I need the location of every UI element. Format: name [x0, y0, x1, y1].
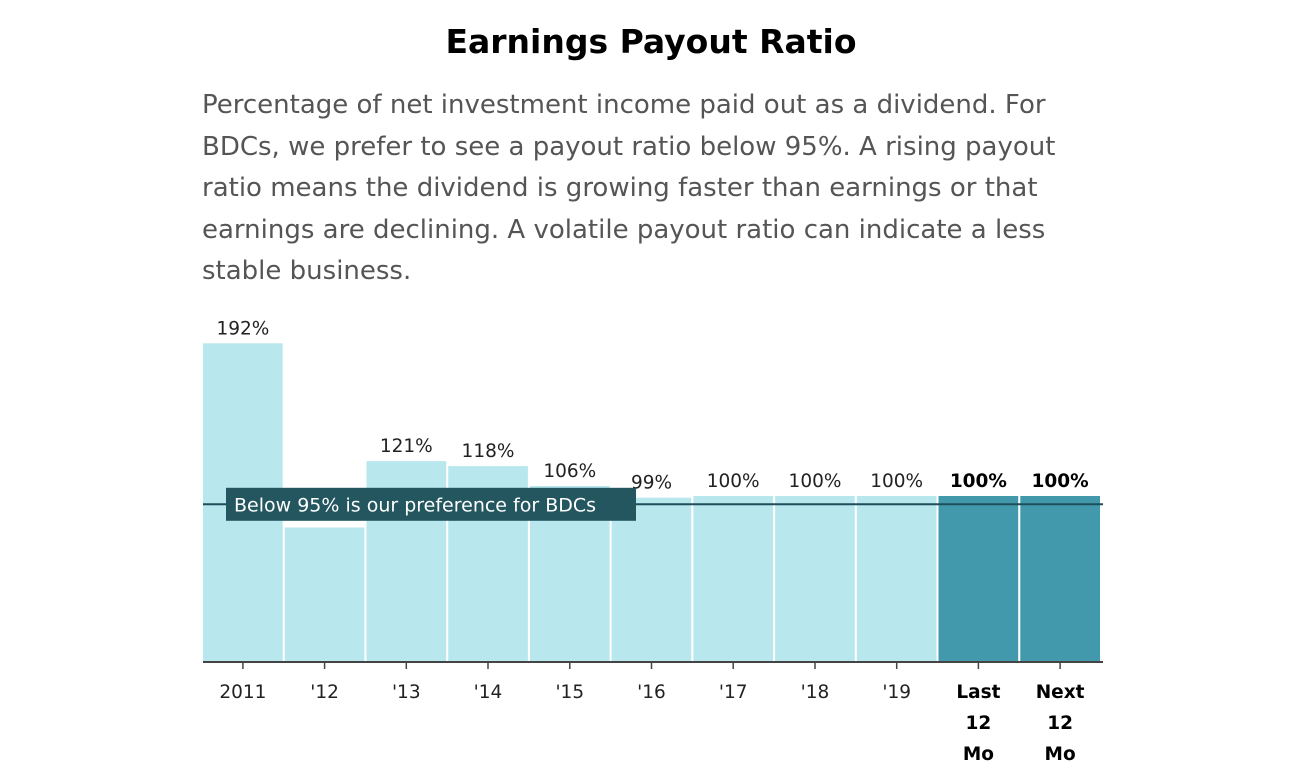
bar-5: [611, 497, 692, 662]
reference-annotation-box: [226, 487, 636, 521]
bar-9: [938, 496, 1019, 662]
bar-8: [856, 496, 937, 662]
tick-label-7: '18: [801, 682, 830, 703]
tick-label-9: Last 12 Mo: [956, 682, 1000, 765]
data-label-0: 192%: [216, 318, 269, 339]
tick-label-5: '16: [637, 682, 666, 703]
data-label-5: 99%: [631, 473, 672, 494]
tick-label-6: '17: [719, 682, 748, 703]
tick-label-4: '15: [555, 682, 584, 703]
data-label-2: 121%: [380, 436, 433, 457]
bar-7: [775, 496, 855, 662]
tick-label-0: 2011: [219, 682, 266, 703]
chart-title: Earnings Payout Ratio: [445, 22, 857, 61]
tick-label-3: '14: [474, 682, 503, 703]
data-label-3: 118%: [462, 441, 515, 462]
bar-6: [693, 496, 774, 662]
bar-1: [284, 527, 365, 662]
data-label-10: 100%: [1032, 471, 1089, 492]
data-label-6: 100%: [707, 471, 760, 492]
data-label-4: 106%: [543, 461, 596, 482]
chart-description: Percentage of net investment income paid…: [202, 90, 1056, 286]
data-label-7: 100%: [789, 471, 842, 492]
data-label-9: 100%: [950, 471, 1007, 492]
tick-label-2: '13: [392, 682, 421, 703]
reference-annotation-text: Below 95% is our preference for BDCs: [234, 494, 596, 516]
tick-label-8: '19: [882, 682, 911, 703]
tick-label-10: Next 12 Mo: [1036, 682, 1085, 765]
bar-10: [1020, 496, 1100, 662]
tick-label-1: '12: [310, 682, 339, 703]
data-label-8: 100%: [870, 471, 923, 492]
